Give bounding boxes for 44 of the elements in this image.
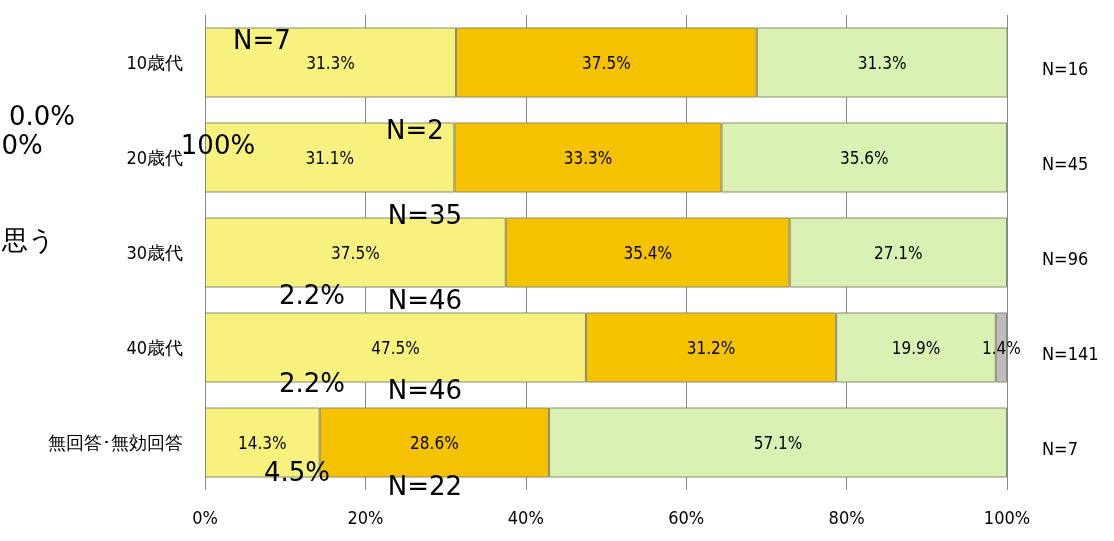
text: N=45: [1042, 153, 1089, 174]
annotation: 2.2%: [278, 368, 346, 398]
text: N=7: [1042, 438, 1078, 459]
annotation: N=46: [387, 375, 463, 405]
y-tick-label: 40歳代: [126, 337, 183, 358]
data-label: 33.3%: [563, 147, 613, 168]
data-label: 35.6%: [839, 147, 889, 168]
x-tick-label: 60%: [668, 506, 705, 528]
annotation: 2.2%: [278, 280, 346, 310]
data-label: 31.2%: [686, 337, 736, 358]
x-tick-label: 100%: [983, 506, 1031, 528]
data-label: 14.3%: [238, 432, 287, 453]
data-label: 37.5%: [331, 242, 380, 263]
x-tick-label: 0%: [192, 506, 218, 528]
data-label: 27.1%: [874, 242, 923, 263]
text: N=16: [1042, 58, 1089, 79]
annotation: 4.5%: [263, 457, 331, 487]
data-label: 57.1%: [753, 432, 803, 453]
annotation: N=35: [387, 200, 463, 230]
annotation: N=46: [387, 285, 463, 315]
y-tick-label: 無回答･無効回答: [48, 432, 183, 453]
y-tick-label: 10歳代: [126, 52, 183, 73]
annotation: N=2: [386, 115, 444, 145]
annotation: N=7: [233, 25, 291, 55]
data-label: 31.3%: [306, 52, 355, 73]
text: N=96: [1042, 248, 1089, 269]
data-label: 31.3%: [857, 52, 907, 73]
y-tick-label: 20歳代: [126, 147, 183, 168]
data-label: 37.5%: [582, 52, 631, 73]
annotation: N=22: [387, 471, 463, 501]
x-tick-label: 40%: [507, 506, 544, 528]
text: N=141: [1042, 343, 1099, 364]
data-label: 1.4%: [981, 337, 1021, 358]
data-label: 31.1%: [305, 147, 354, 168]
text: 思う: [0, 225, 55, 255]
y-tick-label: 30歳代: [126, 242, 183, 263]
data-label: 19.9%: [891, 337, 941, 358]
x-tick-label: 20%: [347, 506, 384, 528]
text: 0%: [1, 130, 43, 160]
text: 0.0%: [8, 101, 76, 131]
data-label: 28.6%: [410, 432, 459, 453]
data-label: 35.4%: [623, 242, 672, 263]
data-label: 47.5%: [371, 337, 420, 358]
x-tick-label: 80%: [828, 506, 865, 528]
